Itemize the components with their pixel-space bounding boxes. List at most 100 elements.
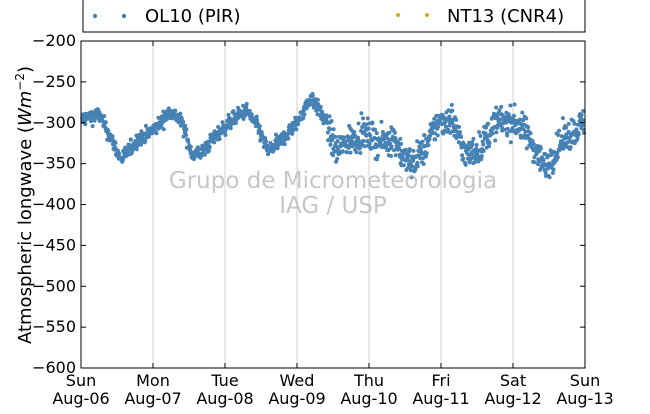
data-point bbox=[428, 133, 433, 138]
data-point bbox=[463, 162, 468, 167]
legend-label-nt13: NT13 (CNR4) bbox=[447, 6, 564, 27]
data-point bbox=[164, 117, 169, 122]
data-point bbox=[580, 118, 585, 123]
data-point bbox=[352, 130, 357, 134]
data-point bbox=[217, 137, 222, 141]
data-point bbox=[302, 112, 307, 117]
data-point bbox=[494, 105, 499, 110]
data-point bbox=[241, 117, 246, 121]
data-point bbox=[373, 127, 378, 132]
data-point bbox=[411, 148, 416, 153]
data-point bbox=[356, 121, 361, 126]
data-point bbox=[474, 143, 479, 147]
data-point bbox=[134, 147, 139, 152]
data-point bbox=[228, 126, 233, 131]
data-point bbox=[106, 128, 111, 133]
data-point bbox=[255, 118, 259, 123]
data-point bbox=[358, 151, 363, 155]
data-point bbox=[389, 144, 394, 149]
data-point bbox=[370, 121, 375, 126]
data-point bbox=[524, 146, 529, 151]
watermark: Grupo de Micrometeorologia IAG / USP bbox=[169, 168, 497, 219]
data-point bbox=[159, 124, 164, 129]
data-point bbox=[184, 127, 189, 132]
x-tick-label-date: Aug-09 bbox=[268, 389, 325, 408]
data-point bbox=[557, 128, 562, 133]
data-point bbox=[461, 156, 466, 161]
data-point bbox=[310, 93, 315, 98]
y-axis-label-close: ) bbox=[15, 66, 36, 73]
data-point bbox=[346, 145, 351, 150]
data-point bbox=[257, 127, 262, 132]
y-axis-ticks: −200 −250 −300 −350 −400 −450 −500 −550 −600 bbox=[32, 31, 585, 377]
legend-marker-ol10 bbox=[92, 13, 98, 19]
data-point bbox=[342, 135, 347, 140]
data-point bbox=[472, 160, 477, 165]
data-point bbox=[117, 151, 122, 156]
data-point bbox=[254, 114, 259, 119]
data-point bbox=[499, 104, 504, 109]
data-point bbox=[143, 138, 148, 143]
data-point bbox=[407, 147, 412, 152]
data-point bbox=[457, 125, 462, 129]
data-point bbox=[528, 131, 533, 136]
data-point bbox=[398, 136, 403, 141]
y-tick-label: −600 bbox=[32, 358, 76, 377]
data-point bbox=[538, 146, 543, 151]
data-point bbox=[301, 116, 306, 121]
data-point bbox=[286, 136, 291, 141]
data-point bbox=[462, 142, 467, 147]
data-point bbox=[335, 157, 340, 161]
data-point bbox=[181, 120, 186, 124]
data-point bbox=[538, 167, 543, 172]
data-point bbox=[113, 140, 118, 145]
data-point bbox=[502, 127, 507, 132]
data-point bbox=[401, 163, 406, 168]
data-point bbox=[504, 120, 509, 125]
x-tick-label-day: Tue bbox=[210, 371, 238, 390]
data-point bbox=[331, 127, 336, 132]
data-points bbox=[80, 91, 586, 180]
data-point bbox=[572, 141, 577, 146]
data-point bbox=[365, 139, 370, 144]
y-axis-label-unit: Wm bbox=[15, 91, 36, 126]
data-point bbox=[202, 152, 207, 157]
data-point bbox=[568, 145, 573, 150]
y-axis-label-text: Atmospheric longwave ( bbox=[15, 126, 36, 344]
x-tick-label-date: Aug-13 bbox=[556, 389, 613, 408]
data-point bbox=[556, 133, 561, 137]
data-point bbox=[161, 127, 166, 132]
data-point bbox=[350, 144, 355, 149]
data-point bbox=[518, 117, 523, 122]
data-point bbox=[493, 138, 498, 143]
y-tick-label: −450 bbox=[32, 235, 76, 254]
data-point bbox=[483, 131, 488, 136]
x-tick-label-date: Aug-10 bbox=[340, 389, 397, 408]
data-point bbox=[408, 168, 413, 173]
data-point bbox=[366, 126, 371, 131]
data-point bbox=[374, 157, 379, 162]
data-point bbox=[450, 121, 455, 126]
data-point bbox=[435, 133, 440, 138]
data-point bbox=[406, 153, 411, 158]
data-point bbox=[486, 121, 491, 126]
data-point bbox=[359, 111, 364, 116]
data-point bbox=[574, 127, 579, 132]
data-point bbox=[526, 125, 531, 130]
data-point bbox=[259, 130, 264, 135]
data-point bbox=[89, 119, 93, 124]
data-point bbox=[367, 142, 372, 146]
data-point bbox=[510, 126, 515, 130]
data-point bbox=[103, 120, 108, 125]
data-point bbox=[220, 120, 225, 125]
data-point bbox=[460, 153, 465, 158]
data-point bbox=[478, 134, 483, 138]
data-point bbox=[348, 150, 353, 155]
data-point bbox=[524, 116, 529, 121]
data-point bbox=[83, 122, 88, 127]
legend: OL10 (PIR) NT13 (CNR4) bbox=[82, 0, 586, 33]
data-point bbox=[507, 115, 512, 120]
x-tick-label-date: Aug-08 bbox=[196, 389, 253, 408]
y-tick-label: −300 bbox=[32, 113, 76, 132]
